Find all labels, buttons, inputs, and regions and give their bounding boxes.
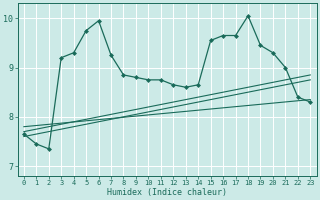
X-axis label: Humidex (Indice chaleur): Humidex (Indice chaleur)	[107, 188, 227, 197]
